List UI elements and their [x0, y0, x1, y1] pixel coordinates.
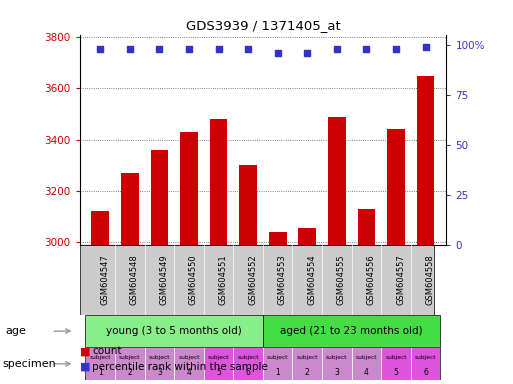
Text: ■: ■	[80, 362, 90, 372]
Text: subject: subject	[356, 356, 377, 361]
Text: GSM604554: GSM604554	[307, 255, 317, 305]
Bar	[180, 132, 198, 384]
Text: 5: 5	[393, 369, 399, 377]
Text: 3: 3	[157, 369, 162, 377]
Text: GSM604558: GSM604558	[426, 254, 435, 305]
Point	[126, 45, 134, 51]
Text: 6: 6	[423, 369, 428, 377]
Bar	[263, 315, 440, 348]
Text: ■: ■	[80, 346, 90, 356]
Text: subject: subject	[208, 356, 229, 361]
Text: GSM604550: GSM604550	[189, 255, 198, 305]
Text: specimen: specimen	[3, 359, 56, 369]
Text: 3: 3	[334, 369, 339, 377]
Text: percentile rank within the sample: percentile rank within the sample	[92, 362, 268, 372]
Text: GSM604551: GSM604551	[219, 255, 228, 305]
Text: 1: 1	[98, 369, 103, 377]
Bar	[292, 348, 322, 380]
Point	[273, 50, 282, 56]
Bar	[351, 348, 381, 380]
Text: young (3 to 5 months old): young (3 to 5 months old)	[106, 326, 242, 336]
Bar	[174, 348, 204, 380]
Bar	[263, 348, 292, 380]
Text: GSM604557: GSM604557	[396, 254, 405, 305]
Text: subject: subject	[267, 356, 288, 361]
Point	[362, 45, 370, 51]
Text: GSM604555: GSM604555	[337, 255, 346, 305]
Text: GSM604556: GSM604556	[366, 254, 376, 305]
Text: subject: subject	[89, 356, 111, 361]
Point	[155, 45, 164, 51]
Title: GDS3939 / 1371405_at: GDS3939 / 1371405_at	[186, 19, 340, 32]
Bar	[417, 76, 435, 384]
Bar	[204, 348, 233, 380]
Bar	[358, 209, 376, 384]
Bar	[239, 165, 257, 384]
Bar	[150, 150, 168, 384]
Bar	[328, 117, 346, 384]
Point	[185, 45, 193, 51]
Point	[244, 45, 252, 51]
Bar	[411, 348, 440, 380]
Bar	[299, 228, 316, 384]
Text: 2: 2	[127, 369, 132, 377]
Point	[422, 43, 430, 50]
Text: 4: 4	[187, 369, 191, 377]
Text: GSM604552: GSM604552	[248, 255, 257, 305]
Text: GSM604553: GSM604553	[278, 254, 287, 305]
Text: 6: 6	[246, 369, 250, 377]
Text: subject: subject	[238, 356, 259, 361]
Text: aged (21 to 23 months old): aged (21 to 23 months old)	[280, 326, 423, 336]
Text: 5: 5	[216, 369, 221, 377]
Text: subject: subject	[297, 356, 318, 361]
Bar	[210, 119, 227, 384]
Bar	[91, 212, 109, 384]
Text: 4: 4	[364, 369, 369, 377]
Point	[96, 45, 104, 51]
Bar	[86, 348, 115, 380]
Bar	[387, 129, 405, 384]
Bar	[381, 348, 411, 380]
Text: subject: subject	[178, 356, 200, 361]
Bar	[269, 232, 287, 384]
Bar	[86, 315, 263, 348]
Text: count: count	[92, 346, 122, 356]
Point	[214, 45, 223, 51]
Point	[303, 50, 311, 56]
Text: GSM604548: GSM604548	[130, 254, 139, 305]
Text: 2: 2	[305, 369, 310, 377]
Text: subject: subject	[326, 356, 348, 361]
Bar	[115, 348, 145, 380]
Text: subject: subject	[149, 356, 170, 361]
Text: subject: subject	[415, 356, 437, 361]
Text: subject: subject	[119, 356, 141, 361]
Bar	[121, 173, 139, 384]
Bar	[233, 348, 263, 380]
Text: 1: 1	[275, 369, 280, 377]
Point	[333, 45, 341, 51]
Bar	[145, 348, 174, 380]
Point	[392, 45, 400, 51]
Text: subject: subject	[385, 356, 407, 361]
Text: GSM604549: GSM604549	[160, 255, 168, 305]
Text: age: age	[5, 326, 26, 336]
Bar	[322, 348, 351, 380]
Text: GSM604547: GSM604547	[100, 254, 109, 305]
FancyBboxPatch shape	[80, 245, 435, 315]
